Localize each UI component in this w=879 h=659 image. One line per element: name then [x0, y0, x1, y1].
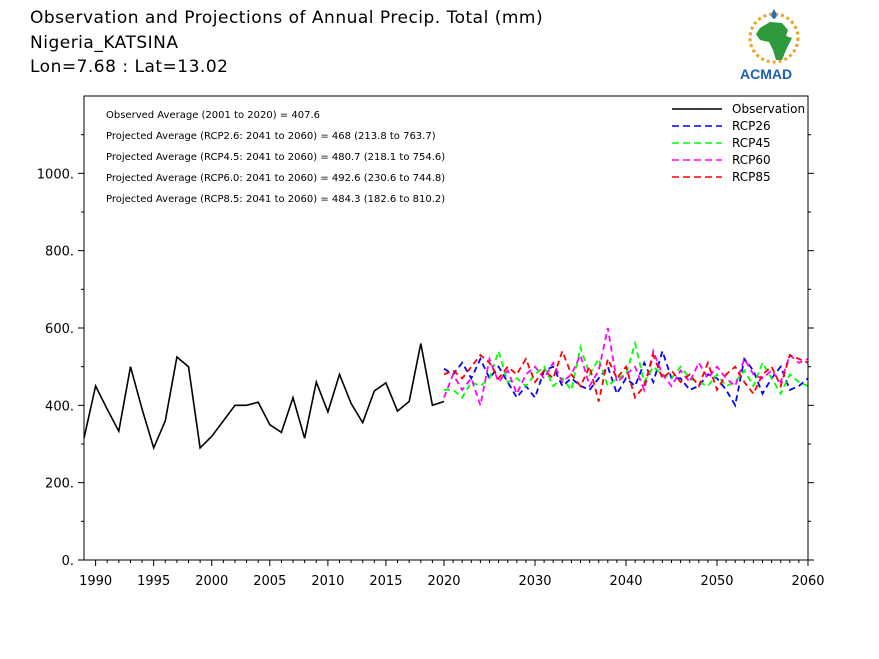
logo-text: ACMAD: [740, 66, 792, 82]
stat-line: Projected Average (RCP2.6: 2041 to 2060)…: [106, 131, 436, 142]
series-layer: [83, 327, 809, 451]
y-tick-label: 600.: [45, 322, 74, 337]
location-coordinates: Lon=7.68 : Lat=13.02: [30, 57, 229, 77]
x-tick-label: 2020: [427, 574, 460, 589]
legend-label-rcp45: RCP45: [732, 136, 771, 150]
stats-annotations: Observed Average (2001 to 2020) = 407.6 P…: [106, 110, 445, 205]
africa-map-logo-icon: ACMAD: [740, 9, 800, 82]
legend: Observation RCP26 RCP45 RCP60 RCP85: [672, 102, 805, 184]
acmad-logo: ACMAD: [736, 6, 820, 86]
legend-label-rcp85: RCP85: [732, 170, 771, 184]
series-line-rcp85: [443, 348, 809, 402]
plot-frame: [83, 95, 809, 561]
series-line-rcp45: [444, 339, 809, 399]
x-tick-label: 2005: [253, 574, 286, 589]
legend-label-rcp60: RCP60: [732, 153, 771, 167]
x-tick-label: 1995: [137, 574, 170, 589]
x-tick-label: 2010: [311, 574, 344, 589]
stat-line: Projected Average (RCP6.0: 2041 to 2060)…: [106, 173, 445, 184]
x-tick-label: 2030: [518, 574, 551, 589]
y-tick-label: 0.: [62, 554, 74, 569]
legend-label-observation: Observation: [732, 102, 805, 116]
location-name: Nigeria_KATSINA: [30, 33, 179, 53]
chart-title: Observation and Projections of Annual Pr…: [30, 8, 544, 28]
stat-line: Projected Average (RCP4.5: 2041 to 2060)…: [106, 152, 445, 163]
y-tick-label: 800.: [45, 245, 74, 260]
series-line-rcp60: [443, 327, 809, 409]
x-tick-label: 2050: [700, 574, 733, 589]
x-tick-label: 2000: [195, 574, 228, 589]
series-line-rcp26: [443, 348, 809, 408]
stat-line: Observed Average (2001 to 2020) = 407.6: [106, 110, 320, 121]
x-tick-label: 2060: [791, 574, 824, 589]
x-tick-label: 2040: [609, 574, 642, 589]
y-tick-label: 200.: [45, 477, 74, 492]
y-tick-label: 1000.: [37, 167, 74, 182]
legend-label-rcp26: RCP26: [732, 119, 771, 133]
axes: 0. 200. 400. 600. 800. 1000. 1990 1995 2000 2005 2…: [37, 95, 825, 589]
x-tick-label: 1990: [79, 574, 112, 589]
stat-line: Projected Average (RCP8.5: 2041 to 2060)…: [106, 194, 445, 205]
y-tick-label: 400.: [45, 399, 74, 414]
x-tick-label: 2015: [369, 574, 402, 589]
series-line-observation: [83, 343, 445, 451]
